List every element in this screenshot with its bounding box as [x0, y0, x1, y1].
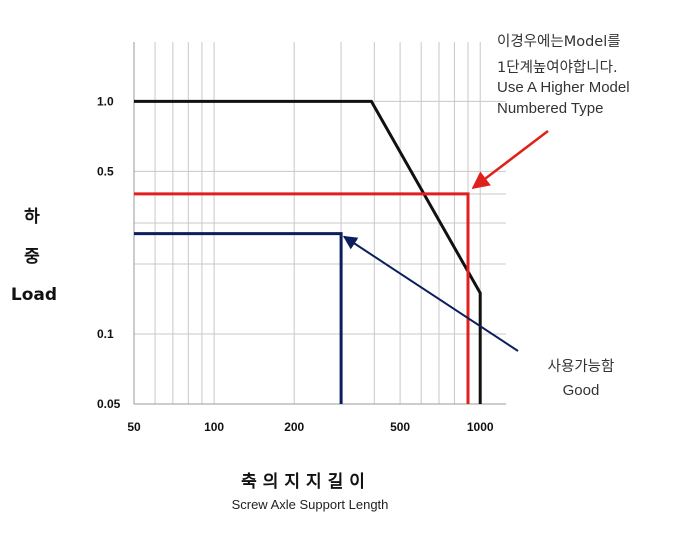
y-axis-label-ko-1: 하	[24, 207, 40, 227]
grid	[133, 42, 506, 405]
x-axis-label-ko: 축의지지길이	[241, 472, 371, 492]
x-tick-label: 500	[390, 420, 410, 434]
annotation-upgrade-line-2: 1단계높여야합니다.	[497, 59, 618, 76]
y-tick-label: 0.05	[97, 397, 121, 411]
annotation-arrows	[342, 130, 549, 352]
x-tick-label: 1000	[467, 420, 494, 434]
annotation-good-line-2: Good	[563, 382, 600, 399]
x-tick-label: 50	[127, 420, 141, 434]
annotation-upgrade-line-3: Use A Higher Model	[497, 79, 630, 96]
y-axis-label-ko-2: 중	[24, 247, 40, 267]
annotation-upgrade-line-1: 이경우에는Model를	[497, 33, 621, 50]
x-axis-label-en: Screw Axle Support Length	[232, 497, 389, 512]
annotation-good-line-1: 사용가능함	[548, 358, 615, 375]
x-tick-label: 100	[204, 420, 224, 434]
series-line-3	[134, 232, 343, 404]
annotation-arrow-2	[342, 235, 519, 352]
annotation-arrow-1	[471, 130, 549, 189]
x-tick-label: 200	[284, 420, 304, 434]
y-tick-label: 0.5	[97, 164, 114, 178]
series-line-2	[134, 192, 470, 404]
y-axis-label-en: Load	[11, 285, 57, 305]
y-tick-label: 0.1	[97, 327, 114, 341]
y-tick-label: 1.0	[97, 94, 114, 108]
series-line-1	[134, 99, 482, 404]
annotation-upgrade-line-4: Numbered Type	[497, 100, 603, 117]
series-group	[134, 99, 482, 404]
tick-labels: 50 100 200 500 1000 0.05 0.1 0.5 1.0	[97, 94, 494, 434]
